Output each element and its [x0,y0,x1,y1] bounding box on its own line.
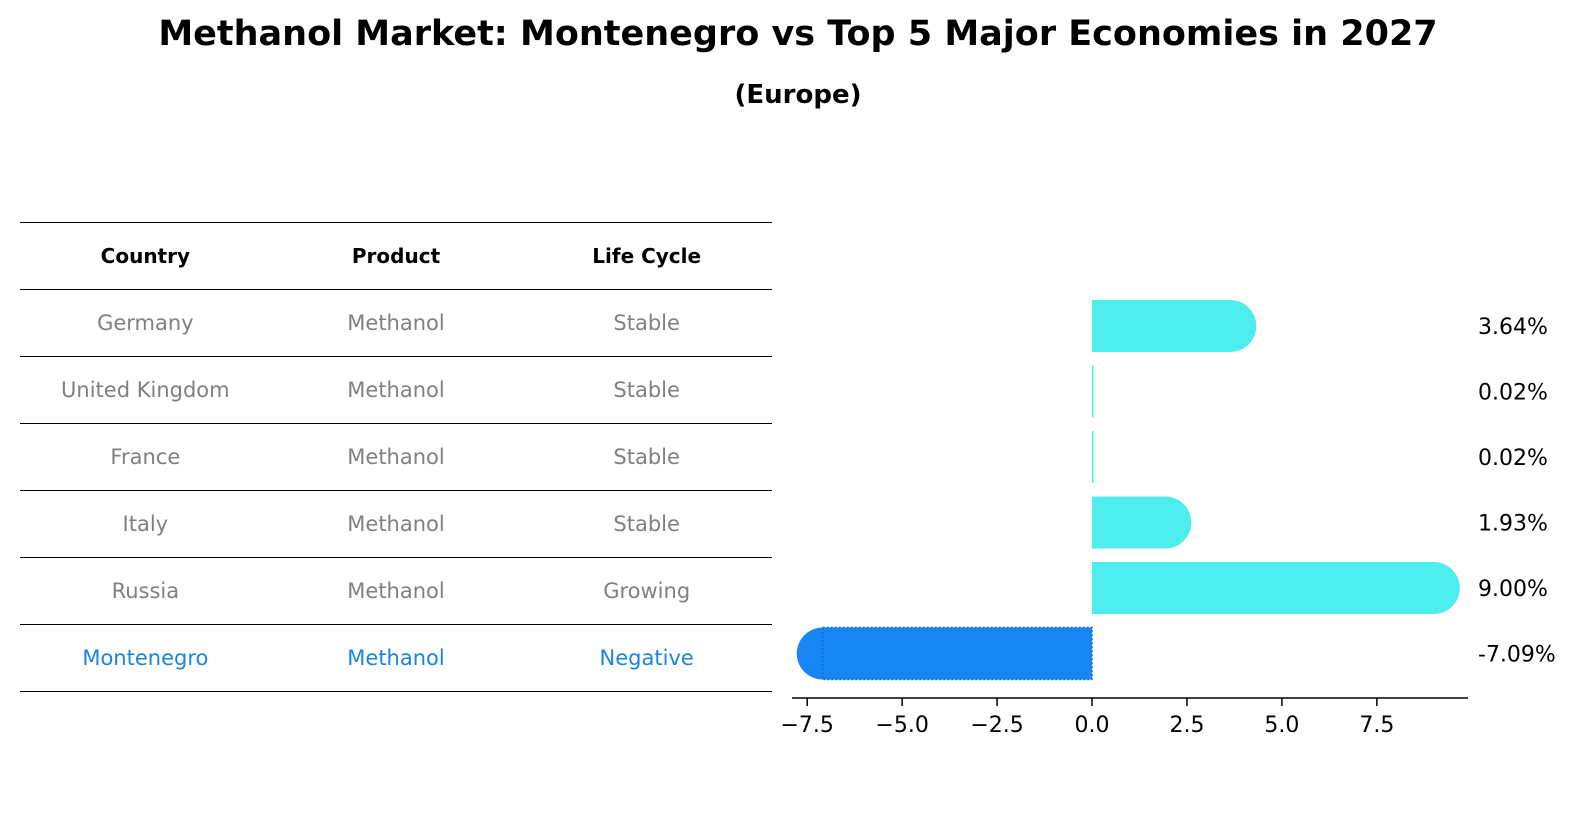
cell-country: Russia [111,579,180,603]
bar-value-label: -7.09% [1478,643,1556,668]
bar-cap [1407,562,1460,614]
bar [1092,562,1434,614]
bar-value-label: 9.00% [1478,577,1548,602]
bar-outline [822,626,1093,681]
x-tick-label: −2.5 [970,713,1023,738]
table-row: Germany Methanol Stable [20,290,772,357]
chart-title: Methanol Market: Montenegro vs Top 5 Maj… [158,14,1438,54]
cell-life-cycle: Stable [613,512,680,536]
bar-value-label: 3.64% [1478,315,1548,340]
x-tick-label: 5.0 [1264,713,1299,738]
cell-country: United Kingdom [61,378,230,402]
bar [1092,365,1094,418]
cell-product: Methanol [347,646,445,670]
bar [822,627,1093,680]
cell-country: Montenegro [82,646,209,670]
cell-product: Methanol [347,311,445,335]
cell-life-cycle: Stable [613,445,680,469]
cell-product: Methanol [347,378,445,402]
cell-country: France [110,445,181,469]
header-product: Product [351,244,441,268]
cell-life-cycle: Stable [613,378,680,402]
chart-subtitle: (Europe) [734,80,862,110]
data-table: Country Product Life Cycle Germany Metha… [20,222,772,692]
bar-value-label: 0.02% [1478,381,1548,406]
x-tick-label: 7.5 [1359,713,1394,738]
table-row: France Methanol Stable [20,424,772,491]
cell-country: Germany [97,311,194,335]
cell-life-cycle: Negative [599,646,694,670]
cell-product: Methanol [347,579,445,603]
bar-value-label: 1.93% [1478,512,1548,537]
table-header-row: Country Product Life Cycle [20,222,772,290]
bar-cap [1139,496,1192,549]
bar-cap [1204,300,1257,352]
table-row-highlighted: Montenegro Methanol Negative [20,625,772,692]
header-life-cycle: Life Cycle [592,244,702,268]
x-tick-label: 2.5 [1169,713,1204,738]
cell-life-cycle: Growing [603,579,691,603]
x-tick-label: 0.0 [1075,713,1110,738]
x-tick-label: −7.5 [780,713,833,738]
table-row: United Kingdom Methanol Stable [20,357,772,424]
table-row: Italy Methanol Stable [20,491,772,558]
header-country: Country [100,244,191,268]
bar-value-label: 0.02% [1478,446,1548,471]
cell-life-cycle: Stable [613,311,680,335]
x-tick-label: −5.0 [875,713,928,738]
cell-country: Italy [122,512,169,536]
cell-product: Methanol [347,512,445,536]
bar [1092,431,1094,483]
table-row: Russia Methanol Growing [20,558,772,625]
cell-product: Methanol [347,445,445,469]
